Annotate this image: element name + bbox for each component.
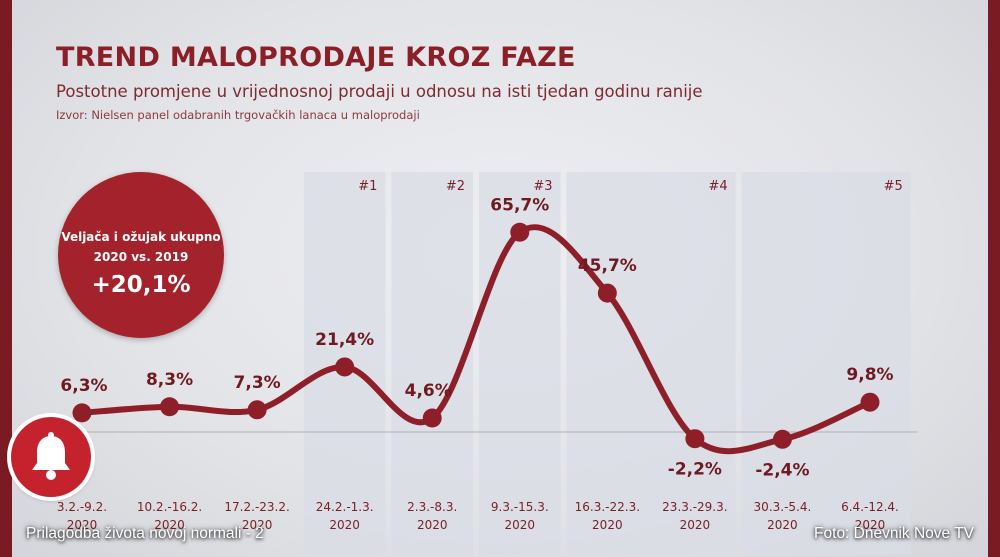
data-point: [772, 429, 792, 449]
x-tick-label: 6.4.-12.4.: [841, 500, 899, 514]
data-point: [160, 397, 180, 417]
total-badge: Veljača i ožujak ukupno 2020 vs. 2019 +2…: [58, 172, 224, 338]
data-label: 65,7%: [490, 195, 549, 215]
data-point: [685, 429, 705, 449]
data-label: 4,6%: [405, 381, 452, 401]
x-tick-label: 23.3.-29.3.: [662, 500, 727, 514]
data-label: 9,8%: [846, 365, 893, 385]
x-tick-label: 16.3.-22.3.: [575, 500, 640, 514]
x-tick-label: 2020: [67, 518, 98, 532]
data-label: 6,3%: [60, 376, 107, 396]
phase-label: #2: [446, 179, 465, 194]
x-tick-label: 9.3.-15.3.: [491, 500, 549, 514]
data-point: [597, 283, 617, 303]
x-tick-label: 24.2.-1.3.: [316, 500, 374, 514]
notification-bell-button[interactable]: [11, 417, 91, 497]
data-point: [860, 392, 880, 412]
caption-left: Prilagodba života novoj normali - 2: [26, 525, 264, 542]
x-tick-label: 2020: [855, 518, 886, 532]
x-tick-label: 2020: [329, 518, 360, 532]
x-tick-label: 3.2.-9.2.: [57, 500, 107, 514]
data-point: [422, 408, 442, 428]
data-point: [335, 357, 355, 377]
chart-title: TREND MALOPRODAJE KROZ FAZE: [56, 42, 576, 73]
x-tick-label: 17.2.-23.2.: [224, 500, 289, 514]
x-tick-label: 2020: [417, 518, 448, 532]
data-label: -2,2%: [668, 460, 722, 480]
phase-label: #3: [533, 179, 552, 194]
x-tick-label: 2020: [680, 518, 711, 532]
series-line: [79, 224, 873, 455]
data-label: 8,3%: [146, 370, 193, 390]
x-tick-label: 2020: [154, 518, 185, 532]
data-label: 7,3%: [234, 373, 281, 393]
x-tick-label: 2020: [592, 518, 623, 532]
data-label: -2,4%: [755, 460, 809, 480]
phase-label: #4: [708, 179, 727, 194]
chart-source: Izvor: Nielsen panel odabranih trgovački…: [56, 108, 420, 122]
data-label: 45,7%: [578, 256, 637, 276]
phase-label: #1: [358, 179, 377, 194]
data-label: 21,4%: [315, 330, 374, 350]
phase-label: #5: [884, 179, 903, 194]
x-tick-label: 10.2.-16.2.: [137, 500, 202, 514]
data-point: [247, 400, 267, 420]
phase-band: [741, 172, 911, 555]
caption-right: Foto: Dnevnik Nove TV: [814, 525, 974, 542]
bell-icon: [32, 432, 70, 480]
x-tick-label: 2020: [505, 518, 536, 532]
x-tick-label: 2020: [242, 518, 273, 532]
badge-line1: Veljača i ožujak ukupno: [61, 230, 221, 244]
data-point: [72, 403, 92, 423]
x-tick-label: 30.3.-5.4.: [754, 500, 812, 514]
badge-line2: 2020 vs. 2019: [93, 250, 189, 264]
x-tick-label: 2020: [767, 518, 798, 532]
badge-value: +20,1%: [91, 272, 191, 298]
x-tick-label: 2.3.-8.3.: [407, 500, 457, 514]
chart-subtitle: Postotne promjene u vrijednosnoj prodaji…: [56, 82, 703, 101]
data-point: [510, 222, 530, 242]
